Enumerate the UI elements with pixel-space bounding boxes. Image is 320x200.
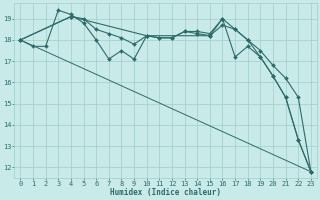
X-axis label: Humidex (Indice chaleur): Humidex (Indice chaleur) [110,188,221,197]
